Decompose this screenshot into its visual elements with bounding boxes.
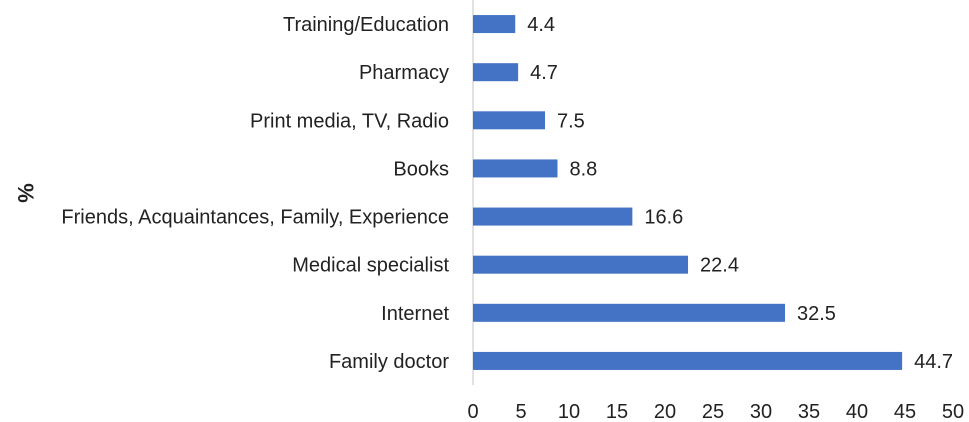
- category-labels-group: Family doctor Internet Medical specialist F…: [61, 14, 449, 373]
- bar: [473, 159, 558, 178]
- category-label: Books: [393, 158, 449, 180]
- data-label: 32.5: [797, 303, 836, 325]
- bar: [473, 351, 903, 370]
- data-label: 4.4: [527, 14, 555, 36]
- data-label: 4.7: [530, 62, 558, 84]
- category-label: Internet: [381, 303, 449, 325]
- bar: [473, 303, 785, 322]
- x-tick-label: 35: [798, 401, 820, 422]
- data-label: 7.5: [557, 110, 585, 132]
- bar: [473, 111, 545, 130]
- bar: [473, 207, 633, 226]
- category-label: Pharmacy: [359, 62, 449, 84]
- category-label: Friends, Acquaintances, Family, Experien…: [61, 207, 449, 229]
- bar: [473, 63, 519, 82]
- x-tick-label: 25: [702, 401, 724, 422]
- x-tick-label: 45: [894, 401, 916, 422]
- data-labels-group: 44.7 32.5 22.4 16.6 8.8 7.5 4.7 4.4: [527, 14, 953, 373]
- data-label: 22.4: [700, 255, 739, 277]
- bars-group: [473, 15, 903, 370]
- category-label: Print media, TV, Radio: [250, 110, 449, 132]
- data-label: 44.7: [914, 351, 953, 373]
- y-axis-title: %: [13, 183, 38, 203]
- x-tick-label: 50: [942, 401, 964, 422]
- x-tick-label: 40: [846, 401, 868, 422]
- data-label: 8.8: [569, 158, 597, 180]
- x-tick-labels-group: 0 5 10 15 20 25 30 35 40 45 50: [467, 401, 964, 422]
- category-label: Medical specialist: [292, 255, 449, 277]
- x-tick-label: 0: [467, 401, 478, 422]
- x-tick-label: 30: [750, 401, 772, 422]
- x-tick-label: 20: [654, 401, 676, 422]
- data-label: 16.6: [644, 207, 683, 229]
- bar: [473, 15, 516, 34]
- category-label: Family doctor: [329, 351, 449, 373]
- x-tick-label: 15: [606, 401, 628, 422]
- category-label: Training/Education: [283, 14, 449, 36]
- x-tick-label: 10: [558, 401, 580, 422]
- bar: [473, 255, 689, 274]
- x-tick-label: 5: [515, 401, 526, 422]
